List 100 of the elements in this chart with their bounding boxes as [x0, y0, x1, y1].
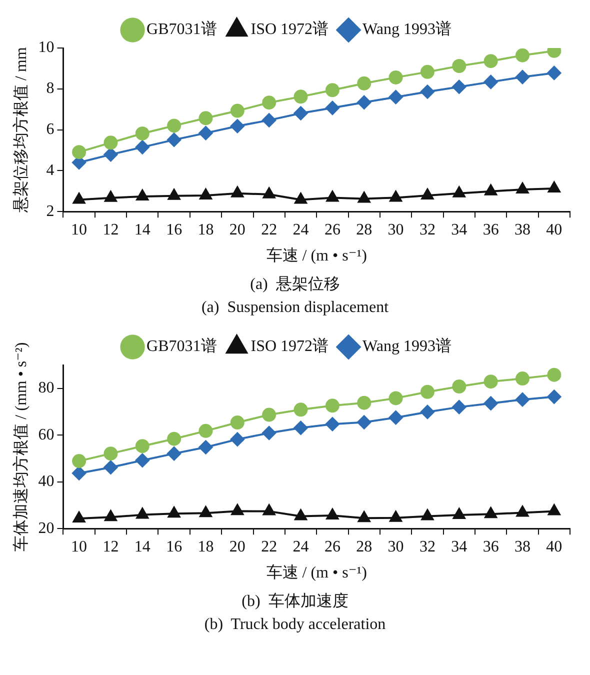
point	[326, 508, 339, 520]
text: (a) 悬架位移	[249, 274, 341, 295]
point	[104, 148, 118, 162]
x-tick-label: 16	[166, 538, 182, 556]
point	[72, 512, 86, 523]
y-tick-label: 8	[46, 80, 54, 98]
point	[262, 187, 276, 198]
x-tick-label: 22	[261, 221, 278, 238]
point	[198, 126, 213, 140]
text: (a) Suspension displacement	[200, 299, 390, 317]
x-tick-label: 30	[388, 538, 404, 556]
point	[294, 402, 308, 417]
point	[388, 410, 403, 425]
point	[390, 510, 402, 522]
text: (b) Truck body acceleration	[203, 616, 387, 634]
point	[135, 453, 150, 468]
point	[484, 184, 498, 196]
x-tick-label: 32	[419, 538, 436, 556]
point	[326, 190, 339, 202]
point	[104, 460, 118, 474]
x-tick-label: 20	[229, 538, 246, 556]
point	[230, 104, 244, 118]
x-tick-label: 28	[356, 538, 372, 556]
point	[135, 126, 150, 140]
point	[515, 372, 530, 386]
point	[547, 368, 562, 382]
x-tick-label: 22	[261, 538, 278, 556]
point	[72, 466, 86, 480]
point	[72, 454, 86, 468]
x-tick-label: 12	[102, 221, 119, 238]
point	[230, 432, 244, 446]
point	[452, 400, 466, 414]
point	[231, 186, 244, 198]
point	[294, 420, 308, 435]
x-tick-label: 28	[356, 221, 372, 238]
x-tick-label: 10	[71, 221, 88, 238]
point	[420, 84, 434, 99]
point	[420, 64, 434, 79]
point	[294, 106, 308, 120]
point	[230, 415, 244, 430]
point	[452, 186, 466, 198]
point	[262, 426, 276, 440]
x-tick-label: 12	[102, 538, 119, 556]
point	[325, 83, 340, 98]
point	[421, 188, 434, 200]
y-tick-label: 4	[46, 162, 54, 179]
point	[200, 506, 212, 518]
point	[515, 48, 530, 62]
legend-label: GB7031谱	[146, 337, 217, 356]
y-tick-label: 2	[46, 202, 54, 220]
point	[357, 76, 372, 90]
x-tick-label: 38	[514, 538, 530, 556]
x-tick-label: 18	[198, 221, 214, 238]
x-tick-label: 34	[451, 221, 468, 238]
point	[135, 439, 150, 454]
point	[104, 190, 117, 202]
x-tick-label: 40	[546, 538, 562, 556]
point	[231, 504, 244, 516]
point	[452, 80, 466, 94]
point	[262, 504, 276, 516]
point	[262, 408, 276, 422]
point	[452, 58, 466, 73]
point	[452, 508, 466, 520]
point	[548, 504, 560, 516]
point	[294, 509, 307, 520]
point	[136, 189, 149, 200]
legend-label: GB7031谱	[146, 20, 217, 38]
y-tick-label: 40	[38, 473, 54, 490]
y-tick-label: 20	[38, 520, 54, 537]
point	[357, 396, 372, 410]
x-tick-label: 14	[134, 538, 150, 556]
point	[388, 90, 403, 104]
point	[420, 384, 434, 399]
legend-label: ISO 1972谱	[250, 337, 329, 356]
point	[358, 192, 370, 203]
point	[135, 140, 150, 154]
x-tick-label: 36	[482, 538, 499, 556]
point	[484, 374, 498, 389]
legend-label: Wang 1993谱	[362, 20, 452, 38]
x-axis-title: 车速 / (m • s⁻¹)	[266, 564, 367, 582]
point	[230, 119, 244, 134]
point	[516, 182, 529, 194]
point	[167, 118, 182, 133]
x-tick-label: 40	[546, 221, 562, 238]
x-tick-label: 38	[514, 221, 530, 238]
point	[452, 380, 466, 394]
y-tick-label: 80	[38, 380, 54, 397]
x-tick-label: 24	[292, 221, 309, 238]
x-axis-title: 车速 / (m • s⁻¹)	[266, 246, 367, 265]
point	[516, 506, 529, 517]
point	[198, 440, 213, 454]
x-tick-label: 26	[324, 221, 340, 238]
point	[262, 96, 276, 110]
point	[294, 90, 308, 104]
point	[136, 508, 149, 519]
point	[388, 391, 403, 406]
point	[484, 396, 498, 410]
point	[198, 424, 213, 438]
point	[357, 95, 372, 110]
x-tick-label: 10	[71, 538, 88, 556]
